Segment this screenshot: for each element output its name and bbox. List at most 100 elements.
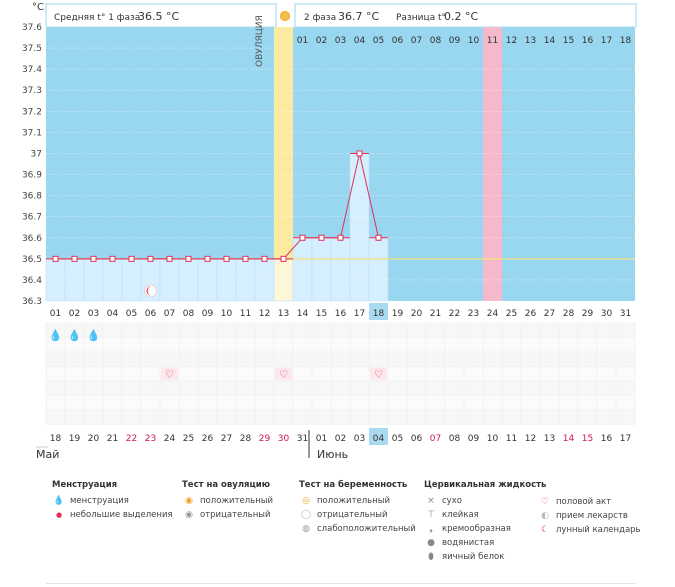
diff-label: Разница t°: [396, 13, 446, 23]
calendar-date-label: 14: [563, 434, 575, 444]
temperature-point: [356, 150, 363, 157]
calendar-date-label: 13: [544, 434, 555, 444]
cycle-day-label: 30: [601, 309, 613, 319]
positive-test-icon: ◉: [185, 496, 193, 506]
legend-menstruation: Менструация 💧 менструация ● небольшие выде…: [52, 480, 173, 522]
event-row: [45, 366, 636, 382]
temperature-point: [166, 255, 173, 262]
y-tick-label: 36.5: [22, 255, 42, 265]
phase2-day-cell: [616, 29, 635, 49]
cycle-day-label: 25: [506, 309, 517, 319]
phase2-day-cell: [597, 29, 616, 49]
y-tick-label: 37.4: [22, 65, 42, 75]
calendar-date-label: 26: [202, 434, 214, 444]
phase2-day-label: 05: [373, 36, 384, 46]
event-row: [45, 395, 636, 411]
bottom-divider: [46, 583, 636, 584]
heart-cell: [161, 367, 178, 380]
calendar-date-label: 17: [620, 434, 631, 444]
legend-ovulation-title: Тест на овуляцию: [182, 480, 271, 490]
calendar-date-label: 02: [335, 434, 346, 444]
cycle-day-label: 22: [449, 309, 460, 319]
temperature-point: [261, 255, 268, 262]
menstruation-drop-icon: 💧: [68, 329, 82, 342]
temperature-point: [185, 255, 192, 262]
heart-icon: ♡: [279, 370, 288, 381]
heart-cell: [370, 367, 387, 380]
cycle-day-label: 26: [525, 309, 537, 319]
legend-cervical: Цервикальная жидкость × сухо ⊤ клейкая ❟ кр…: [424, 480, 546, 564]
phase2-label: 2 фаза: [304, 13, 336, 23]
diff-value: 0.2 °C: [444, 10, 478, 23]
y-tick-label: 36.3: [22, 297, 42, 307]
phase2-day-label: 18: [620, 36, 632, 46]
calendar-date-label: 25: [183, 434, 194, 444]
phase2-day-label: 04: [354, 36, 366, 46]
calendar-date-label: 28: [240, 434, 252, 444]
phase2-day-cell: [502, 29, 521, 49]
calendar-date-label: 22: [126, 434, 137, 444]
cycle-day-label: 21: [430, 309, 441, 319]
egg-white-icon: ⬮: [428, 552, 434, 562]
temperature-point: [90, 255, 97, 262]
cycle-day-label: 31: [620, 309, 631, 319]
cycle-day-label: 27: [544, 309, 555, 319]
cycle-day-label: 17: [354, 309, 365, 319]
phase2-day-cell: [369, 29, 388, 49]
phase2-day-label: 02: [316, 36, 327, 46]
legend-item: ◉ положительный: [182, 494, 273, 508]
calendar-date-label: 12: [525, 434, 536, 444]
calendar-date-label: 19: [69, 434, 81, 444]
y-tick-label: 36.8: [22, 192, 42, 202]
temperature-point: [52, 255, 59, 262]
event-row: [45, 322, 636, 338]
calendar-date-label: 18: [50, 434, 62, 444]
y-tick-label: 36.9: [22, 171, 42, 181]
phase2-day-label: 12: [506, 36, 517, 46]
heart-icon: ♡: [540, 497, 550, 507]
calendar-date-label: 16: [601, 434, 613, 444]
cycle-day-label: 02: [69, 309, 80, 319]
phase2-day-cell: [426, 29, 445, 49]
cycle-day-label: 08: [183, 309, 195, 319]
ovulation-column: [274, 27, 293, 301]
temperature-point: [204, 255, 211, 262]
legend-item: ◉ отрицательный: [182, 508, 273, 522]
cycle-day-label: 03: [88, 309, 99, 319]
legend-item: ● водянистая: [424, 536, 546, 550]
calendar-date-label: 10: [487, 434, 499, 444]
phase2-day-cell: [445, 29, 464, 49]
y-tick-label: 36.7: [22, 213, 42, 223]
cycle-day-label: 06: [145, 309, 157, 319]
y-tick-label: 36.4: [22, 276, 42, 286]
today-date-cell: [369, 428, 388, 445]
calendar-date-label: 04: [373, 434, 385, 444]
phase2-day-label: 16: [582, 36, 594, 46]
y-tick-label: 37.1: [22, 128, 42, 138]
temperature-point: [280, 255, 287, 262]
calendar-date-label: 01: [316, 434, 327, 444]
temperature-bar: [349, 153, 370, 302]
y-tick-label: 37.6: [22, 23, 42, 33]
calendar-date-label: 24: [164, 434, 176, 444]
phase2-day-cell: [388, 29, 407, 49]
legend-item: ⬮ яичный белок: [424, 550, 546, 564]
phase2-day-cell: [407, 29, 426, 49]
y-tick-label: 37.5: [22, 44, 42, 54]
temperature-point: [147, 255, 154, 262]
pregnancy-weak-icon: ◍: [302, 524, 310, 534]
legend-item: × сухо: [424, 494, 546, 508]
expected-period-column: [483, 27, 502, 301]
calendar-date-label: 03: [354, 434, 365, 444]
menstruation-drop-icon: 💧: [87, 329, 101, 342]
cycle-day-label: 23: [468, 309, 479, 319]
temperature-point: [375, 234, 382, 241]
event-row: [45, 337, 636, 353]
calendar-date-label: 30: [278, 434, 290, 444]
bbt-chart: Средняя t° 1 фаза 36.5 °C 2 фаза 36.7 °C…: [22, 2, 637, 461]
menstruation-drop-icon: 💧: [49, 329, 63, 342]
temperature-point: [109, 255, 116, 262]
y-tick-label: 37.3: [22, 86, 42, 96]
cycle-day-label: 11: [240, 309, 251, 319]
cycle-day-label: 14: [297, 309, 309, 319]
